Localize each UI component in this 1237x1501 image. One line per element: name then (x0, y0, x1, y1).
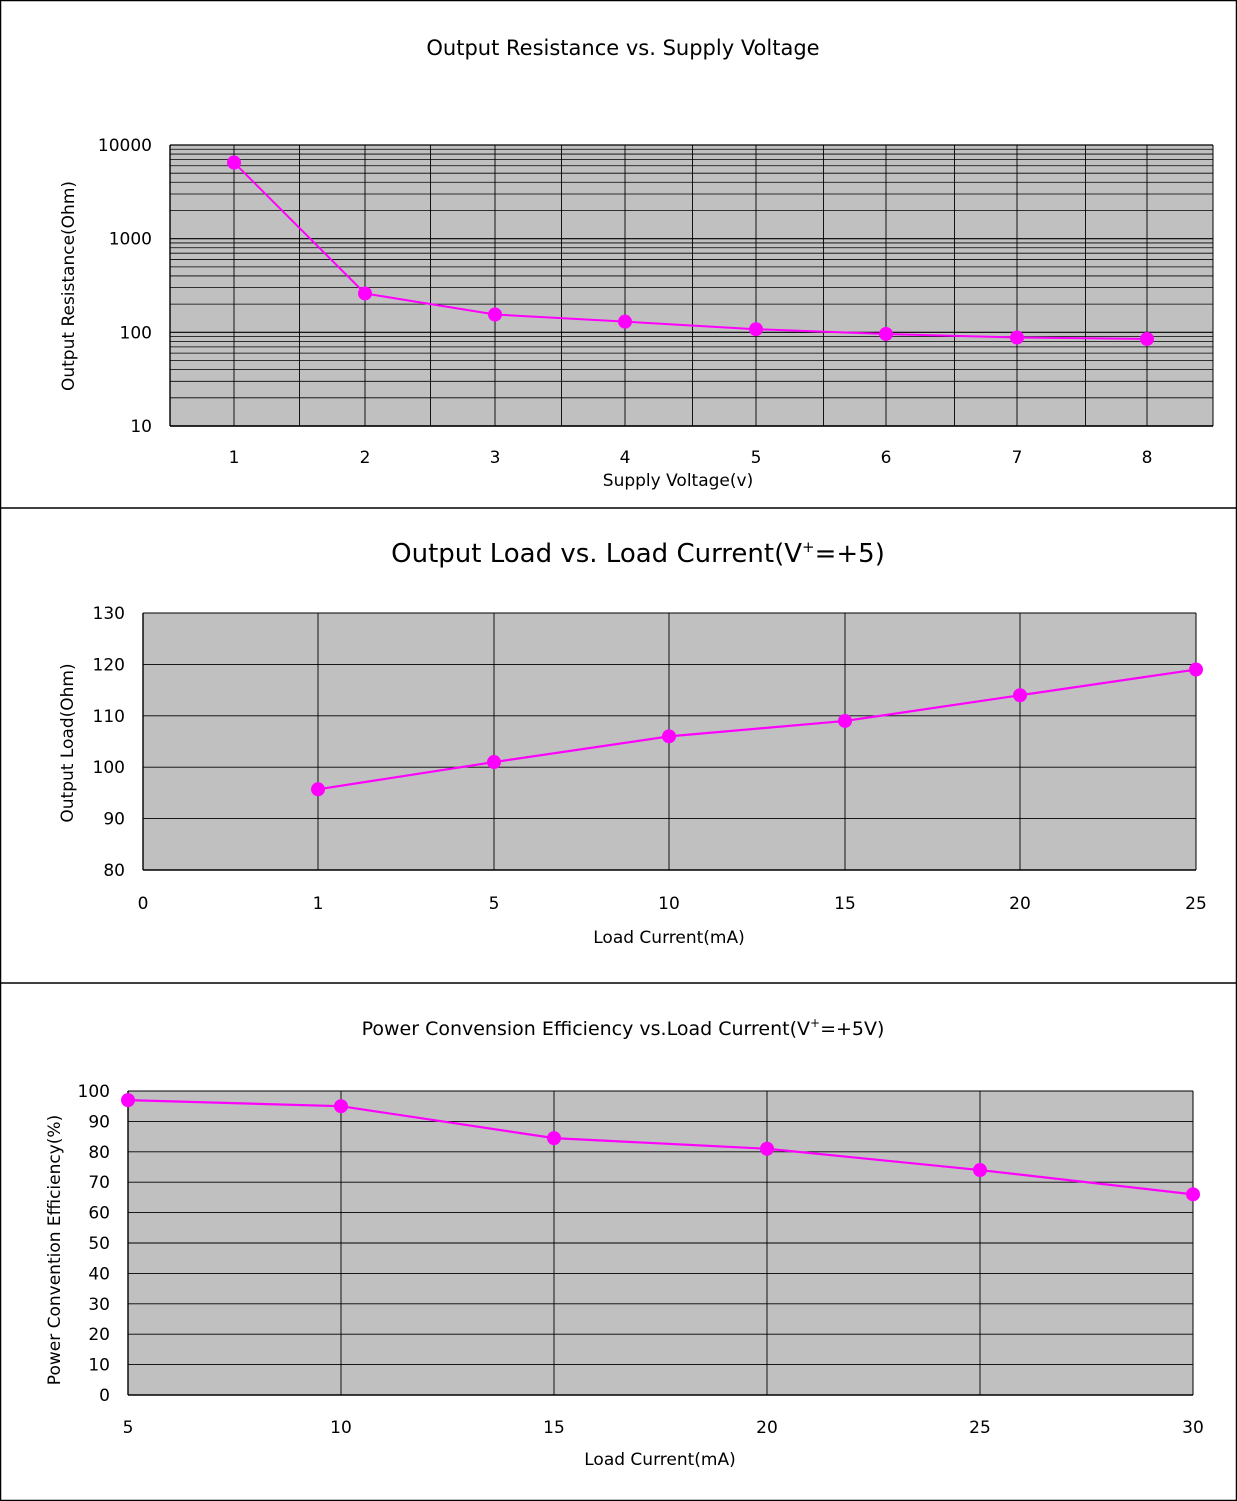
chart1-data-point (488, 307, 502, 322)
chart3-ylabel: Power Convention Efficiency(%) (45, 1115, 65, 1385)
chart3-title-sup: + (810, 1016, 820, 1030)
chart1-x-tick-label: 5 (751, 448, 762, 468)
chart3-x-tick-label: 15 (543, 1418, 565, 1438)
chart1-x-tick-label: 2 (360, 448, 371, 468)
chart1-x-tick-label: 3 (490, 448, 501, 468)
chart3-data-point (121, 1093, 135, 1108)
chart1-data-point (358, 286, 372, 301)
chart2-x-tick-label: 15 (834, 894, 856, 914)
chart3-x-tick-label: 10 (330, 1418, 352, 1438)
chart-output-resistance: Output Resistance vs. Supply Voltage Sup… (59, 36, 1214, 491)
chart3-title-main: Power Convension Efficiency vs.Load Curr… (362, 1018, 810, 1040)
chart1-title: Output Resistance vs. Supply Voltage (426, 36, 819, 60)
chart2-title-main: Output Load vs. Load Current(V (391, 539, 802, 569)
chart3-data-point (973, 1163, 987, 1178)
chart3-data-point (547, 1131, 561, 1146)
chart2-ylabel: Output Load(Ohm) (58, 663, 78, 822)
chart1-y-tick-label: 1000 (109, 230, 152, 250)
chart2-x-tick-label: 20 (1009, 894, 1031, 914)
chart3-y-tick-label: 10 (88, 1356, 110, 1376)
chart1-x-tick-label: 6 (881, 448, 892, 468)
chart3-y-tick-label: 0 (99, 1386, 110, 1406)
chart3-y-tick-label: 90 (88, 1112, 110, 1132)
chart-output-load: Output Load vs. Load Current(V+=+5) Load… (58, 538, 1207, 948)
chart2-series-line (317, 668, 1197, 791)
chart2-y-tick-label: 120 (93, 655, 125, 675)
chart3-y-tick-label: 80 (88, 1143, 110, 1163)
chart3-data-point (760, 1141, 774, 1156)
chart3-series-line (127, 1099, 1194, 1196)
chart2-y-tick-label: 130 (93, 604, 125, 624)
chart2-data-point (1013, 688, 1027, 703)
chart2-y-tick-label: 80 (103, 861, 125, 881)
chart1-series-line (233, 161, 1148, 340)
chart2-data-point (1189, 662, 1203, 677)
chart2-xlabel: Load Current(mA) (593, 928, 745, 948)
chart1-data-point (1140, 331, 1154, 346)
chart2-data-point (311, 782, 325, 797)
chart1-y-tick-label: 100 (120, 323, 152, 343)
chart2-x-tick-label: 25 (1185, 894, 1207, 914)
chart3-data-point (334, 1099, 348, 1114)
chart3-x-tick-label: 30 (1182, 1418, 1204, 1438)
chart3-y-tick-label: 20 (88, 1325, 110, 1345)
chart2-x-tick-label: 0 (138, 894, 149, 914)
chart3-data-point (1186, 1187, 1200, 1202)
chart2-title-tail: =+5) (815, 539, 885, 569)
chart2-data-point (487, 755, 501, 770)
chart2-y-tick-label: 110 (93, 707, 125, 727)
chart1-x-tick-label: 1 (229, 448, 240, 468)
chart2-x-tick-label: 1 (313, 894, 324, 914)
chart3-xlabel: Load Current(mA) (584, 1450, 736, 1470)
chart3-title: Power Convension Efficiency vs.Load Curr… (362, 1016, 885, 1040)
chart1-data-point (879, 326, 893, 341)
chart2-data-point (662, 729, 676, 744)
chart3-y-tick-label: 100 (78, 1082, 110, 1102)
chart2-y-tick-label: 100 (93, 758, 125, 778)
chart1-x-tick-label: 7 (1012, 448, 1023, 468)
chart3-y-tick-label: 70 (88, 1173, 110, 1193)
chart1-xlabel: Supply Voltage(v) (603, 471, 753, 491)
chart3-y-tick-label: 50 (88, 1234, 110, 1254)
chart2-y-tick-label: 90 (103, 810, 125, 830)
chart1-plot-area (170, 145, 1213, 426)
chart1-ylabel: Output Resistance(Ohm) (59, 181, 79, 391)
chart3-y-tick-label: 60 (88, 1204, 110, 1224)
chart2-title-sup: + (802, 538, 815, 556)
chart3-title-tail: =+5V) (820, 1018, 884, 1040)
chart2-x-tick-label: 5 (489, 894, 500, 914)
chart-power-efficiency: Power Convension Efficiency vs.Load Curr… (45, 1016, 1204, 1470)
chart2-data-point (838, 713, 852, 728)
chart1-y-tick-label: 10000 (98, 136, 152, 156)
chart3-y-tick-label: 40 (88, 1264, 110, 1284)
chart1-y-tick-label: 10 (130, 417, 152, 437)
chart1-data-point (227, 155, 241, 170)
chart3-y-tick-label: 30 (88, 1295, 110, 1315)
chart1-x-tick-label: 8 (1142, 448, 1153, 468)
chart2-x-tick-label: 10 (658, 894, 680, 914)
chart3-x-tick-label: 5 (123, 1418, 134, 1438)
chart2-title: Output Load vs. Load Current(V+=+5) (391, 538, 885, 569)
chart1-data-point (1010, 330, 1024, 345)
chart1-data-point (749, 322, 763, 337)
chart1-x-tick-label: 4 (620, 448, 631, 468)
chart1-data-point (618, 314, 632, 329)
chart3-x-tick-label: 25 (969, 1418, 991, 1438)
chart3-x-tick-label: 20 (756, 1418, 778, 1438)
